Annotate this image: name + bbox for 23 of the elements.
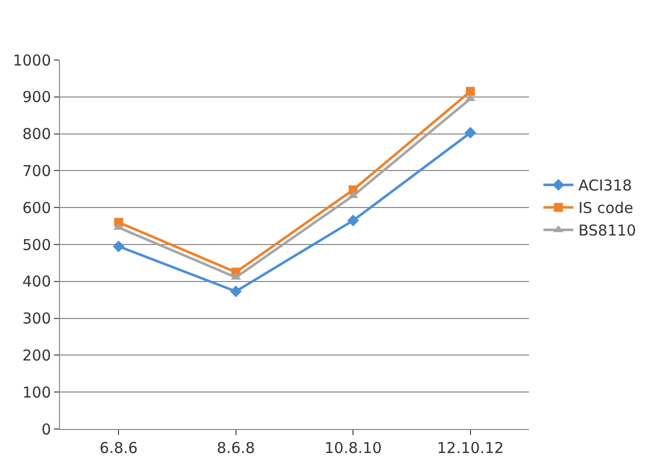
point	[112, 240, 124, 252]
point	[230, 286, 242, 298]
x-tick-label: 12.10.12	[436, 439, 504, 457]
point	[464, 126, 476, 139]
y-tick-label: 600	[22, 198, 51, 217]
y-tick-label: 900	[22, 88, 51, 106]
point	[347, 214, 359, 226]
x-tick-label: 8.6.8	[216, 439, 255, 457]
y-tick-label: 100	[22, 383, 51, 402]
y-tick-label: 500	[22, 236, 51, 254]
legend-label: ACI318	[578, 176, 632, 195]
legend-label: IS code	[578, 199, 634, 218]
legend-label: BS8110	[578, 222, 636, 240]
y-tick-label: 400	[22, 272, 51, 291]
y-tick-label: 200	[22, 346, 51, 364]
y-tick-label: 0	[41, 420, 51, 438]
y-tick-label: 800	[22, 125, 51, 144]
point	[466, 86, 475, 96]
y-tick-label: 300	[22, 310, 51, 328]
y-tick-label: 1000	[12, 51, 51, 70]
x-tick-label: 6.8.6	[100, 439, 138, 457]
y-tick-label: 700	[22, 162, 51, 180]
x-tick-label: 10.8.10	[324, 439, 382, 457]
